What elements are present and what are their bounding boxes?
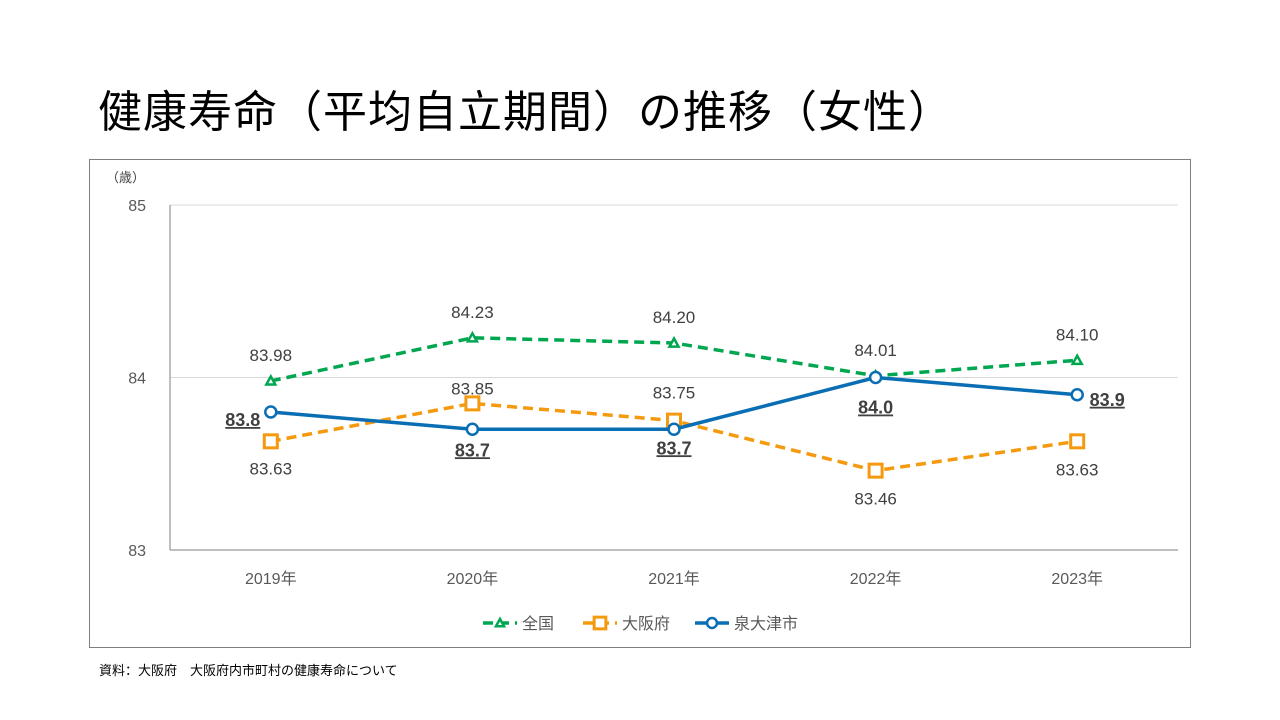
data-label-izumiotsu: 83.9 — [1090, 390, 1125, 410]
data-label-osaka-pref: 83.75 — [653, 384, 696, 403]
data-point-national — [667, 335, 681, 348]
legend-circle-icon — [705, 616, 719, 630]
data-point-national — [1070, 353, 1084, 366]
data-label-national: 84.20 — [653, 308, 696, 327]
x-tick-label: 2019年 — [245, 570, 297, 588]
data-point-izumiotsu — [1070, 388, 1084, 402]
x-tick-label: 2020年 — [447, 570, 499, 588]
data-label-izumiotsu: 84.0 — [858, 398, 893, 418]
series-layer — [262, 330, 1086, 479]
data-label-izumiotsu: 83.8 — [225, 410, 260, 430]
y-tick-label: 84 — [128, 371, 146, 388]
legend-item: 全国 — [483, 614, 554, 633]
data-point-osaka-pref — [1069, 433, 1086, 450]
legend-item: 泉大津市 — [695, 614, 798, 633]
data-point-national — [264, 373, 278, 386]
y-axis-unit-label: （歳） — [106, 171, 145, 186]
data-point-izumiotsu — [264, 405, 278, 419]
data-point-izumiotsu — [868, 370, 883, 385]
legend-square-icon — [592, 615, 608, 631]
legend-triangle-icon — [493, 616, 507, 628]
y-tick-label: 85 — [128, 198, 146, 215]
data-label-izumiotsu: 83.7 — [455, 440, 490, 460]
data-point-osaka-pref — [867, 462, 884, 479]
data-label-osaka-pref: 83.63 — [250, 459, 293, 478]
legend: 全国 大阪府 泉大津市 — [483, 614, 798, 633]
data-label-layer: 83.98 84.23 84.20 84.01 84.10 83.63 83.85 83.75… — [225, 303, 1124, 509]
data-label-national: 83.98 — [250, 346, 293, 365]
data-point-osaka-pref — [262, 433, 279, 450]
grid-layer — [170, 204, 1178, 378]
x-tick-label: 2023年 — [1051, 570, 1103, 588]
x-tick-label: 2022年 — [850, 570, 902, 588]
legend-item: 大阪府 — [583, 614, 670, 633]
data-label-national: 84.10 — [1056, 325, 1099, 344]
page-title: 健康寿命（平均自立期間）の推移（女性） — [98, 87, 953, 138]
data-label-osaka-pref: 83.85 — [451, 379, 494, 398]
legend-label: 泉大津市 — [734, 614, 798, 633]
data-label-national: 84.23 — [451, 303, 494, 322]
data-point-izumiotsu — [667, 422, 681, 436]
chart-frame — [89, 159, 1191, 648]
y-tick-label: 83 — [128, 543, 146, 560]
data-point-izumiotsu — [465, 422, 480, 436]
source-note: 資料：大阪府 大阪府内市町村の健康寿命について — [99, 664, 398, 679]
x-tick-label: 2021年 — [648, 570, 700, 588]
axis-layer: 83 84 85 2019年 2020年 2021年 2022年 2023年 — [128, 198, 1178, 588]
legend-label: 全国 — [522, 614, 554, 633]
data-label-osaka-pref: 83.46 — [854, 490, 897, 509]
data-label-osaka-pref: 83.63 — [1056, 460, 1099, 479]
data-point-osaka-pref — [464, 395, 481, 412]
legend-label: 大阪府 — [622, 614, 670, 633]
data-label-izumiotsu: 83.7 — [656, 438, 691, 458]
data-point-national — [465, 330, 480, 343]
data-label-national: 84.01 — [854, 341, 897, 360]
